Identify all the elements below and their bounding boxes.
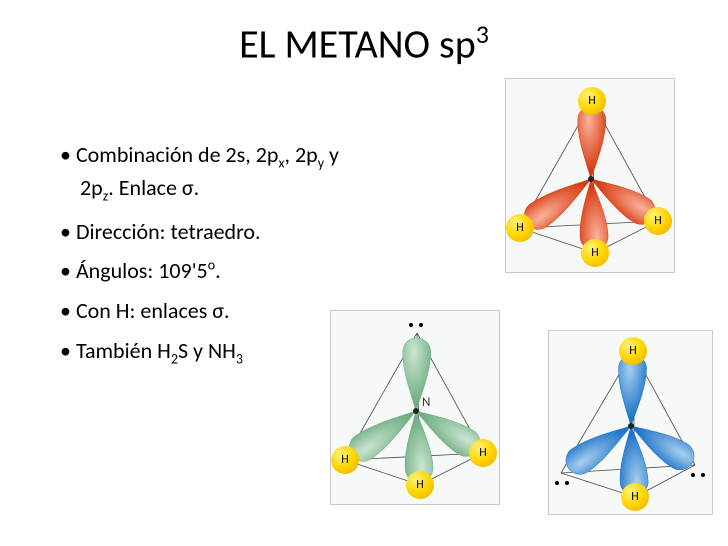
bullet-item: Ángulos: 109'5o. [60, 256, 360, 286]
bullet-item: Con H: enlaces σ. [60, 296, 360, 326]
hydrogen-atom [406, 471, 434, 499]
bullet-item: Dirección: tetraedro. [60, 217, 360, 247]
lone-pair-dots [555, 481, 569, 487]
lone-pair-dots [409, 323, 423, 329]
title-sup: 3 [476, 18, 489, 50]
lone-pair-dots [691, 473, 705, 479]
title-main: EL METANO sp [239, 19, 476, 68]
diagram-nh3: N [330, 310, 500, 505]
diagram-h2s [548, 330, 713, 515]
hydrogen-atom [506, 214, 534, 242]
bullet-item: Combinación de 2s, 2px, 2py y 2pz. Enlac… [60, 140, 360, 207]
bullet-item: También H2S y NH3 [60, 336, 360, 369]
hydrogen-atom [578, 87, 606, 115]
hydrogen-atom [581, 239, 609, 267]
hydrogen-atom [469, 439, 497, 467]
hydrogen-atom [331, 446, 359, 474]
center-atom-label: N [422, 395, 430, 410]
bullet-list: Combinación de 2s, 2px, 2py y 2pz. Enlac… [60, 140, 360, 379]
hydrogen-atom [621, 483, 649, 511]
hydrogen-atom [644, 207, 672, 235]
hydrogen-atom [619, 337, 647, 365]
page-title: EL METANO sp3 [0, 0, 728, 68]
diagram-ch4 [505, 78, 675, 273]
